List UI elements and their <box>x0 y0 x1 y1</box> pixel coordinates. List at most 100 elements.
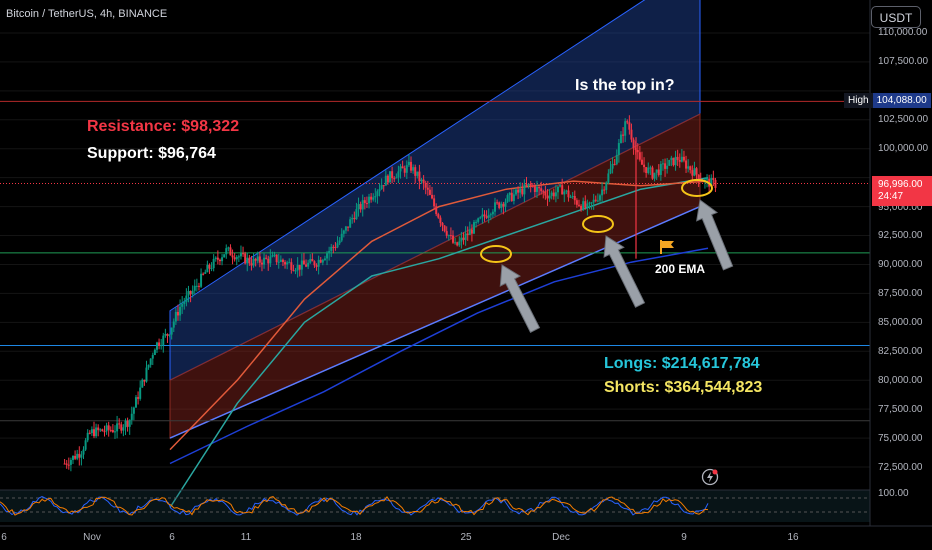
candle-body <box>170 327 173 335</box>
candle-body <box>405 165 408 173</box>
candle-body <box>567 190 570 198</box>
candle-body <box>242 253 245 255</box>
candle-body <box>458 241 461 246</box>
price-tick: 85,000.00 <box>878 317 923 328</box>
candle-body <box>67 464 70 466</box>
candle-body <box>311 258 314 262</box>
price-tick: 75,000.00 <box>878 433 923 444</box>
candle-body <box>126 420 129 427</box>
candle-body <box>521 188 524 195</box>
candle-body <box>80 454 83 458</box>
candle-body <box>338 240 341 244</box>
candle-body <box>640 159 643 165</box>
candle-body <box>605 182 608 190</box>
candle-body <box>481 214 484 218</box>
candle-body <box>561 185 564 195</box>
candle-body <box>687 166 690 169</box>
candle-body <box>355 209 358 220</box>
price-tick: 87,500.00 <box>878 288 923 299</box>
candle-body <box>500 203 503 208</box>
candle-body <box>124 420 127 428</box>
candle-body <box>210 268 213 270</box>
candle-body <box>542 191 545 193</box>
candle-body <box>483 214 486 217</box>
candle-body <box>403 168 406 173</box>
candle-body <box>187 291 190 296</box>
candle-body <box>393 178 396 180</box>
candle-body <box>290 262 293 270</box>
candle-body <box>244 253 247 264</box>
candle-body <box>296 264 299 271</box>
candle-body <box>638 152 641 160</box>
candle-body <box>103 431 106 433</box>
candle-body <box>302 260 305 265</box>
candle-body <box>502 203 505 207</box>
candle-body <box>69 459 72 465</box>
candle-body <box>697 174 700 181</box>
candle-body <box>464 233 467 240</box>
candle-body <box>657 169 660 175</box>
candle-body <box>191 290 194 295</box>
candle-body <box>496 202 499 204</box>
candle-body <box>231 255 234 258</box>
candle-body <box>330 246 333 251</box>
candle-body <box>554 192 557 197</box>
candle-body <box>223 254 226 258</box>
stoch-k-line <box>0 496 709 516</box>
candle-body <box>533 186 536 192</box>
candle-body <box>519 188 522 193</box>
candle-body <box>517 189 520 193</box>
candle-body <box>630 129 633 140</box>
candle-body <box>265 257 268 259</box>
candle-body <box>418 171 421 182</box>
candle-body <box>685 160 688 169</box>
candle-body <box>141 379 144 388</box>
candle-body <box>216 257 219 260</box>
candle-body <box>628 122 631 130</box>
candle-body <box>410 161 413 171</box>
candle-body <box>214 257 217 259</box>
candle-body <box>363 200 366 204</box>
candle-body <box>88 432 91 434</box>
candle-body <box>111 430 114 433</box>
candle-body <box>466 233 469 235</box>
candle-body <box>269 256 272 264</box>
candle-body <box>105 425 108 432</box>
candle-body <box>128 419 131 427</box>
candle-body <box>462 237 465 240</box>
candle-body <box>185 295 188 302</box>
candle-body <box>378 189 381 192</box>
currency-button[interactable]: USDT <box>871 6 921 28</box>
candle-body <box>202 273 205 275</box>
candle-body <box>691 170 694 176</box>
current-price-tag: 96,996.00 24:47 <box>872 176 932 206</box>
candle-body <box>166 333 169 336</box>
candle-body <box>592 199 595 203</box>
candle-body <box>422 179 425 184</box>
candle-body <box>622 134 625 136</box>
candle-body <box>443 225 446 232</box>
oscillator-band <box>0 490 870 522</box>
candle-body <box>225 248 228 255</box>
candle-body <box>454 242 457 244</box>
candle-body <box>347 226 350 228</box>
flag-icon[interactable] <box>659 240 675 254</box>
candle-body <box>221 257 224 262</box>
lightning-icon[interactable] <box>701 468 719 486</box>
candle-body <box>130 413 133 420</box>
candle-body <box>590 202 593 204</box>
candle-body <box>651 167 654 179</box>
candle-body <box>531 185 534 187</box>
candle-body <box>86 432 89 441</box>
candle-body <box>668 160 671 166</box>
candle-body <box>212 258 215 269</box>
candle-body <box>645 167 648 173</box>
candle-body <box>357 204 360 210</box>
candle-body <box>569 197 572 199</box>
candle-body <box>197 285 200 287</box>
candle-body <box>116 423 119 432</box>
candle-body <box>78 453 81 458</box>
candle-body <box>153 349 156 356</box>
candle-body <box>529 183 532 186</box>
